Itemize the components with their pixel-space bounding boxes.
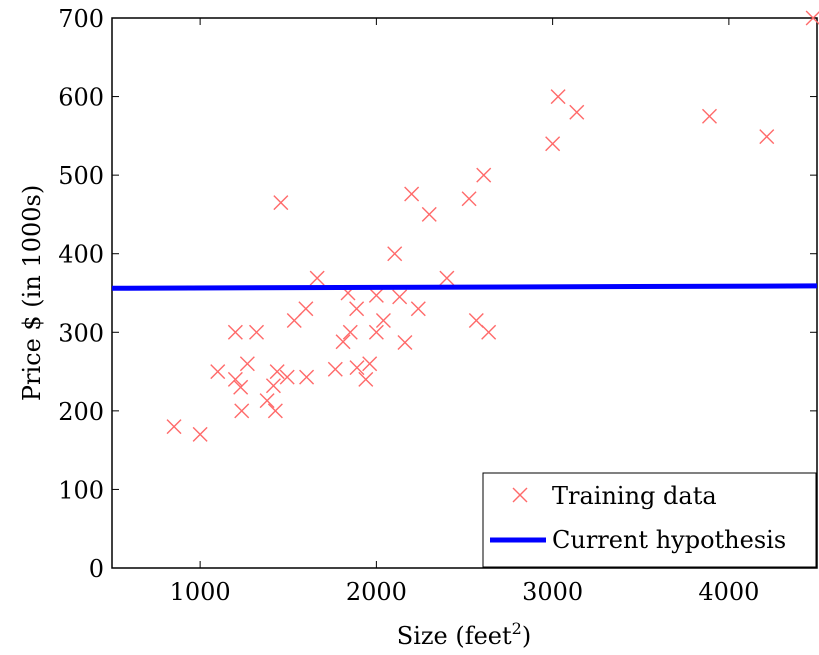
- training-data-point: [476, 167, 492, 183]
- hypothesis-line: [111, 283, 818, 291]
- training-data-point: [273, 195, 289, 211]
- training-data-point: [404, 186, 420, 202]
- training-data-point: [569, 104, 585, 120]
- training-data-point: [298, 301, 314, 317]
- x-axis-title-superscript: 2: [512, 619, 522, 638]
- training-data-point: [468, 313, 484, 328]
- y-tick-label: 300: [58, 319, 104, 347]
- training-data-point: [279, 369, 295, 385]
- training-data-point: [342, 324, 358, 340]
- legend-marker-training: [512, 487, 528, 503]
- legend: Training data Current hypothesis: [482, 472, 817, 568]
- training-data-point: [759, 129, 775, 145]
- training-data-point: [227, 371, 243, 387]
- training-data-point: [805, 10, 819, 26]
- training-data-point: [259, 393, 275, 409]
- training-data-point: [397, 335, 413, 350]
- training-data-point: [410, 301, 426, 317]
- training-data-point: [269, 364, 285, 380]
- training-data-point: [481, 324, 497, 340]
- x-axis-title: Size (feet2): [397, 619, 531, 650]
- training-data-point: [286, 313, 302, 328]
- y-tick-label: 600: [58, 84, 104, 112]
- training-data-point: [439, 270, 455, 286]
- training-data-point: [701, 108, 717, 124]
- y-tick-label: 0: [89, 555, 104, 583]
- training-data-point: [239, 356, 255, 372]
- training-data-point: [267, 403, 283, 419]
- training-data-point: [166, 419, 182, 435]
- y-tick-label: 200: [58, 398, 104, 426]
- training-data-point: [349, 301, 365, 317]
- training-data-point: [421, 206, 437, 222]
- training-data-point: [265, 378, 281, 394]
- training-data-point: [309, 270, 325, 286]
- training-data-point: [349, 360, 365, 376]
- y-axis-title: Price $ (in 1000s): [18, 185, 46, 401]
- training-data-point: [368, 324, 384, 340]
- training-data-point: [233, 379, 249, 395]
- training-data-point: [299, 369, 315, 385]
- x-axis-title-close: ): [522, 622, 531, 650]
- training-data-point: [192, 426, 208, 442]
- training-data-point: [387, 246, 403, 262]
- y-tick-label: 100: [58, 476, 104, 504]
- training-data-point: [368, 287, 384, 303]
- legend-label-training: Training data: [552, 482, 717, 510]
- x-axis: 1000 2000 3000 4000: [170, 18, 759, 606]
- x-tick-label: 4000: [698, 578, 759, 606]
- training-data-point: [392, 289, 408, 305]
- training-data-point: [335, 334, 351, 350]
- training-data-point: [210, 364, 226, 380]
- training-data-point: [545, 136, 561, 152]
- x-tick-label: 2000: [346, 578, 407, 606]
- y-tick-label: 700: [58, 5, 104, 33]
- training-data-point: [249, 324, 265, 340]
- y-axis: 0 100 200 300 400 500 600 700: [58, 5, 817, 583]
- training-data-point: [358, 371, 374, 387]
- y-tick-label: 400: [58, 241, 104, 269]
- legend-box: [482, 472, 817, 568]
- training-data-point: [362, 356, 378, 372]
- training-data-point: [375, 313, 391, 328]
- training-data-point: [234, 403, 250, 419]
- training-data-point: [227, 324, 243, 340]
- legend-label-hypothesis: Current hypothesis: [552, 526, 786, 554]
- training-data-point: [327, 361, 343, 377]
- x-tick-label: 3000: [522, 578, 583, 606]
- training-data-point: [461, 191, 477, 207]
- training-data-point: [550, 89, 566, 105]
- x-tick-label: 1000: [170, 578, 231, 606]
- y-tick-label: 500: [58, 162, 104, 190]
- series-layer: [111, 10, 819, 442]
- x-axis-title-text: Size (feet: [397, 622, 512, 650]
